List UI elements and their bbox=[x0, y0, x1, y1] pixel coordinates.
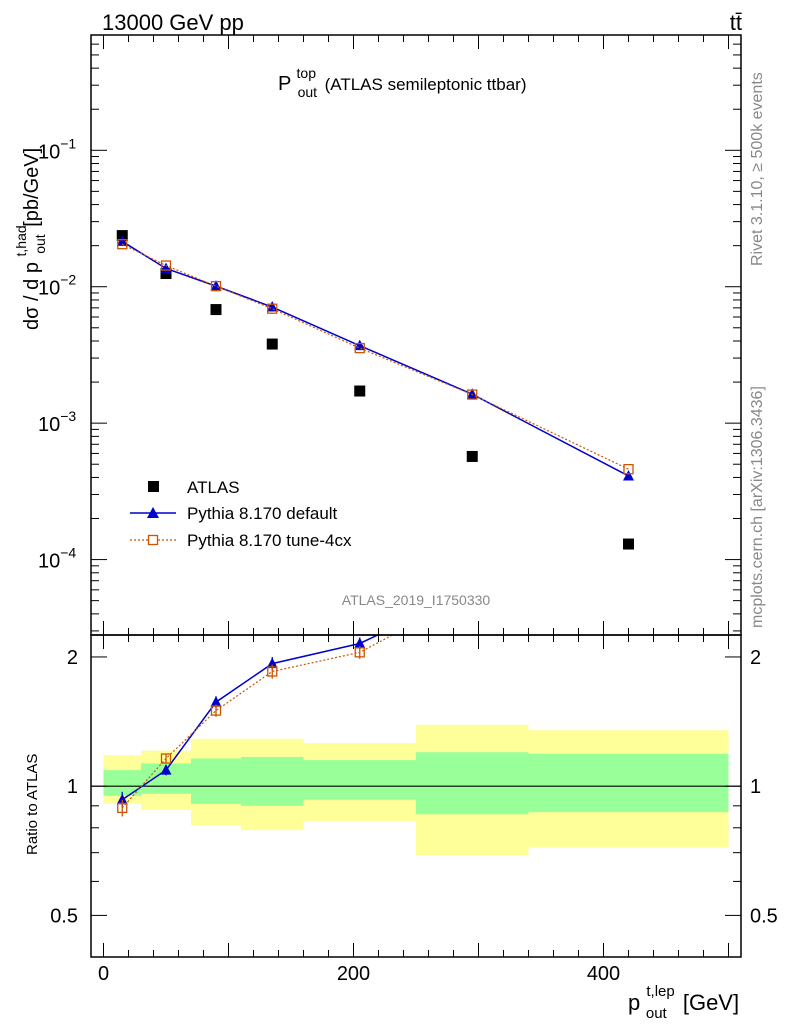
ylabel-unit: [pb/GeV] bbox=[21, 148, 43, 227]
stat-uncertainty-band bbox=[241, 756, 304, 806]
tune-ratio-point bbox=[267, 666, 278, 677]
mcplots-label: mcplots.cern.ch [arXiv:1306.3436] bbox=[749, 386, 766, 628]
process-label: tt̄ bbox=[730, 10, 742, 35]
tune-ratio-point bbox=[354, 647, 365, 658]
ratio-ticks: 2 2 1 1 0.5 0.5 bbox=[50, 635, 778, 958]
tune-data-point bbox=[267, 303, 278, 314]
tune-data-point bbox=[160, 260, 172, 271]
main-data bbox=[116, 230, 634, 550]
legend-default-label: Pythia 8.170 default bbox=[187, 504, 338, 523]
default-ratio-point bbox=[266, 657, 278, 669]
ratio-tick-label-left: 0.5 bbox=[50, 905, 78, 927]
main-panel: 10−1 10−2 10−3 10−4 bbox=[38, 34, 742, 636]
stat-uncertainty-band bbox=[303, 760, 416, 800]
xlabel-sub: out bbox=[646, 1005, 668, 1022]
xlabel-sup: t,lep bbox=[646, 983, 674, 1000]
legend-tune-label: Pythia 8.170 tune-4cx bbox=[187, 531, 352, 550]
analysis-id: ATLAS_2019_I1750330 bbox=[342, 592, 491, 608]
atlas-data-point bbox=[354, 385, 366, 397]
title-rest: (ATLAS semileptonic ttbar) bbox=[325, 75, 527, 94]
default-series-line bbox=[121, 240, 629, 477]
stat-uncertainty-band bbox=[416, 752, 529, 815]
atlas-data-point bbox=[160, 268, 172, 280]
x-tick-label: 200 bbox=[337, 963, 370, 985]
ratio-tick-label-right: 2 bbox=[750, 647, 761, 669]
default-data-point bbox=[354, 339, 366, 351]
tune-ratio-point bbox=[117, 802, 128, 814]
ratio-tick-label-left: 2 bbox=[67, 647, 78, 669]
legend: ATLAS Pythia 8.170 default Pythia 8.170 … bbox=[130, 478, 352, 550]
main-ticks: 10−1 10−2 10−3 10−4 bbox=[38, 35, 741, 635]
y-tick-label: 10−2 bbox=[38, 272, 76, 300]
ylabel-pre: dσ / d p bbox=[21, 262, 43, 330]
default-ratio-point bbox=[354, 637, 366, 648]
ratio-y-label: Ratio to ATLAS bbox=[24, 754, 41, 855]
y-tick-label: 10−3 bbox=[38, 408, 76, 436]
ratio-frame bbox=[90, 634, 742, 958]
default-ratio-point bbox=[623, 566, 634, 577]
stat-uncertainty-band bbox=[528, 753, 729, 813]
ratio-tick-label-right: 1 bbox=[750, 776, 761, 798]
default-ratio-point bbox=[116, 793, 128, 805]
energy-label: 13000 GeV pp bbox=[102, 10, 244, 35]
legend-atlas-marker bbox=[148, 481, 159, 492]
tune-ratio-point bbox=[160, 753, 172, 764]
legend-tune-marker bbox=[147, 534, 159, 546]
title-sub: out bbox=[298, 84, 318, 100]
main-y-label: dσ / d p t,had out [pb/GeV] bbox=[9, 148, 50, 330]
x-tick-label: 0 bbox=[98, 963, 109, 985]
default-ratio-point bbox=[210, 696, 222, 707]
ratio-panel: 2 2 1 1 0.5 0.5 bbox=[50, 566, 778, 958]
tune-data-point bbox=[210, 280, 222, 292]
ylabel-sub: out bbox=[32, 234, 48, 254]
default-ratio-point bbox=[160, 764, 172, 775]
title-main: P bbox=[278, 73, 291, 95]
atlas-data-point bbox=[210, 304, 222, 316]
tune-data-point bbox=[354, 342, 365, 354]
atlas-data-point bbox=[266, 338, 278, 350]
atlas-data-point bbox=[623, 538, 634, 550]
xlabel-unit: [GeV] bbox=[683, 990, 739, 1015]
y-tick-label: 10−4 bbox=[38, 545, 76, 573]
x-tick-label: 400 bbox=[587, 963, 620, 985]
y-tick-label: 10−1 bbox=[38, 135, 76, 163]
ratio-data bbox=[116, 566, 634, 817]
default-data-point bbox=[210, 280, 222, 291]
x-tick-labels: 0 200 400 bbox=[98, 963, 620, 985]
plot-title: P top out (ATLAS semileptonic ttbar) bbox=[278, 61, 526, 102]
legend-atlas-label: ATLAS bbox=[187, 478, 240, 497]
ratio-tick-label-left: 1 bbox=[67, 776, 78, 798]
stat-uncertainty-band bbox=[191, 758, 241, 804]
tune-data-point bbox=[623, 464, 634, 475]
ratio-bands bbox=[91, 724, 741, 856]
legend-default-marker bbox=[147, 507, 159, 518]
rivet-label: Rivet 3.1.10, ≥ 500k events bbox=[749, 72, 766, 266]
x-axis-label: p t,lep out [GeV] bbox=[628, 976, 739, 1023]
atlas-data-point bbox=[466, 450, 478, 462]
ylabel-sup: t,had bbox=[13, 225, 29, 256]
xlabel-main: p bbox=[628, 990, 640, 1015]
ratio-tick-label-right: 0.5 bbox=[750, 905, 778, 927]
tune-series-line bbox=[121, 243, 629, 470]
default-data-point bbox=[266, 301, 278, 312]
tune-data-point bbox=[467, 389, 478, 400]
tune-data-point bbox=[117, 239, 128, 250]
title-sup: top bbox=[297, 65, 317, 81]
tune-ratio-point bbox=[210, 705, 222, 716]
default-data-point bbox=[116, 235, 128, 246]
default-data-point bbox=[623, 469, 634, 481]
